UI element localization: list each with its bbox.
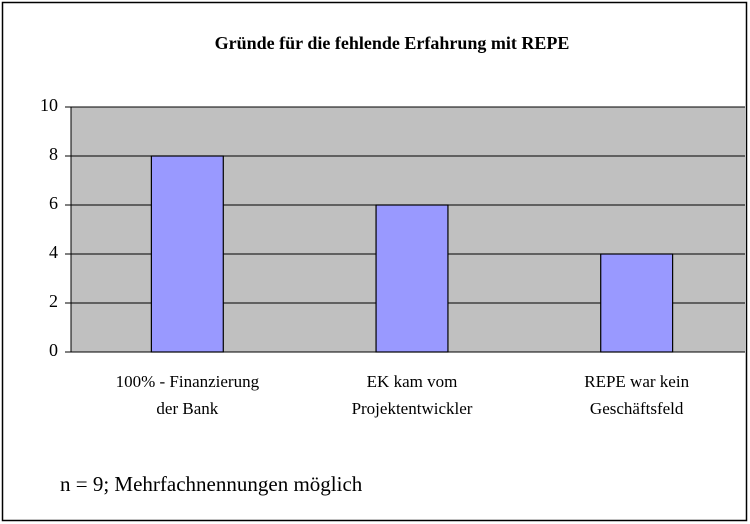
y-tick-label: 2 bbox=[49, 291, 58, 311]
y-tick-label: 10 bbox=[40, 95, 58, 115]
bar bbox=[600, 253, 674, 353]
bar bbox=[375, 204, 449, 353]
x-tick-label: Projektentwickler bbox=[352, 399, 473, 418]
y-tick-label: 8 bbox=[49, 144, 58, 164]
chart-title: Gründe für die fehlende Erfahrung mit RE… bbox=[215, 33, 570, 53]
annotation: n = 9; Mehrfachnennungen möglich bbox=[60, 472, 363, 496]
y-tick-label: 0 bbox=[49, 340, 58, 360]
x-tick-label: Geschäftsfeld bbox=[590, 399, 684, 418]
x-tick-label: EK kam vom bbox=[367, 372, 458, 391]
x-tick-label: 100% - Finanzierung bbox=[116, 372, 260, 391]
x-tick-label: REPE war kein bbox=[584, 372, 689, 391]
y-tick-label: 4 bbox=[49, 242, 58, 262]
y-tick-label: 6 bbox=[49, 193, 58, 213]
x-tick-label: der Bank bbox=[156, 399, 218, 418]
bar bbox=[150, 155, 224, 353]
